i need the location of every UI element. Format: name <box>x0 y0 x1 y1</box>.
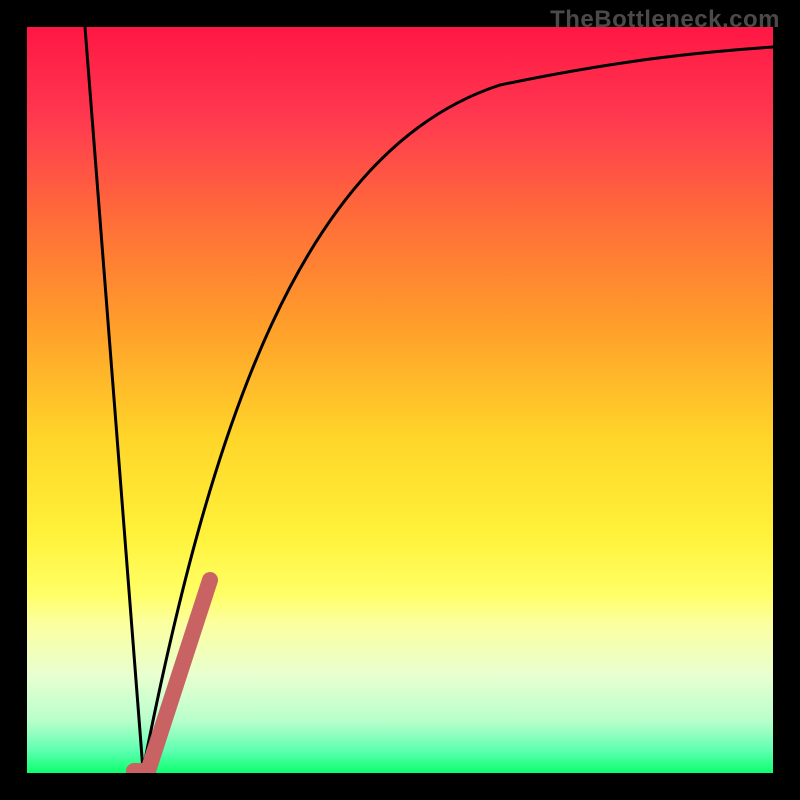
frame-right <box>773 0 800 800</box>
gradient-background <box>27 27 773 773</box>
frame-bottom <box>0 773 800 800</box>
frame-left <box>0 0 27 800</box>
chart-canvas <box>0 0 800 800</box>
watermark-text: TheBottleneck.com <box>550 6 780 34</box>
bottleneck-chart: TheBottleneck.com <box>0 0 800 800</box>
